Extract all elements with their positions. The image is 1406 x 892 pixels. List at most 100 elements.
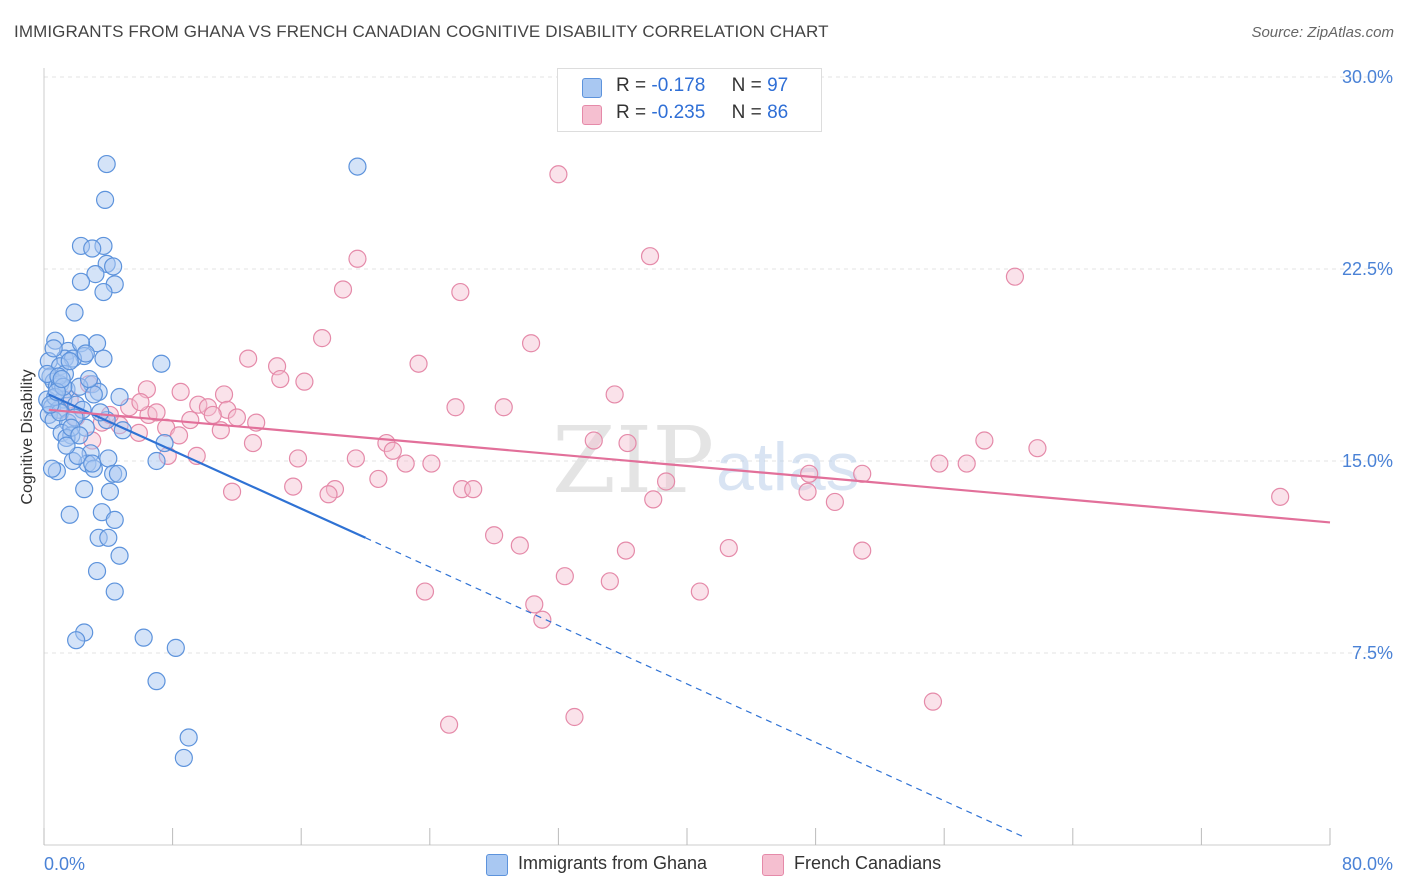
data-point-french-canadians (222, 482, 242, 501)
data-point-french-canadians (521, 334, 541, 353)
data-point-french-canadians (319, 485, 338, 504)
data-point-french-canadians (295, 372, 314, 391)
data-point-french-canadians (1005, 267, 1025, 286)
y-tick-label: 15.0% (1342, 451, 1393, 471)
data-point-french-canadians (549, 165, 568, 184)
y-tick-label: 7.5% (1352, 643, 1393, 663)
trend-line-french-canadians (48, 408, 1331, 524)
data-point-french-canadians (957, 454, 976, 473)
bottom-legend-swatch-ghana (486, 854, 508, 876)
data-point-french-canadians (214, 385, 234, 404)
legend-r-label: R = (616, 102, 647, 123)
data-point-french-canadians (169, 426, 189, 445)
data-point-french-canadians (203, 405, 222, 425)
data-point-french-canadians (600, 572, 619, 591)
data-point-french-canadians (284, 477, 303, 496)
data-point-ghana (76, 344, 95, 363)
data-point-ghana (174, 748, 193, 768)
tick-labels: 7.5% 15.0% 22.5% 30.0% 0.0% 80.0% (44, 67, 1393, 874)
source-label: Source: ZipAtlas.com (1251, 24, 1394, 41)
data-point-ghana (110, 387, 129, 407)
data-point-ghana (86, 265, 105, 284)
data-point-french-canadians (930, 454, 949, 473)
data-point-ghana (87, 561, 107, 581)
series-french-canadians (50, 80, 1290, 734)
data-point-ghana (75, 480, 94, 499)
data-point-ghana (44, 339, 63, 358)
data-point-french-canadians (396, 454, 415, 473)
data-point-french-canadians (243, 433, 263, 453)
data-point-ghana (152, 354, 171, 373)
data-point-ghana (42, 459, 62, 478)
data-point-french-canadians (227, 408, 246, 427)
data-point-ghana (79, 369, 99, 389)
x-tick-label-min: 0.0% (44, 854, 85, 874)
bottom-legend-label-ghana: Immigrants from Ghana (518, 853, 708, 873)
data-point-french-canadians (923, 692, 943, 711)
legend-n-label: N = (731, 75, 762, 96)
data-point-french-canadians (239, 349, 258, 368)
series-immigrants-from-ghana (38, 154, 367, 768)
data-point-french-canadians (147, 403, 166, 422)
data-point-ghana (65, 303, 84, 322)
legend-r-label: R = (616, 75, 647, 96)
data-point-ghana (110, 546, 129, 565)
data-point-ghana (70, 426, 89, 445)
data-point-french-canadians (1028, 439, 1047, 458)
data-point-ghana (99, 528, 118, 547)
data-point-ghana (60, 505, 79, 524)
data-point-ghana (60, 352, 79, 371)
data-point-french-canadians (333, 280, 353, 299)
y-tick-label: 30.0% (1342, 67, 1393, 87)
data-point-ghana (179, 728, 198, 747)
x-tick-label-max: 80.0% (1342, 854, 1393, 874)
data-point-french-canadians (510, 536, 529, 555)
data-point-french-canadians (644, 490, 663, 509)
trend-line-ghana-extrapolated (365, 537, 1025, 838)
data-point-french-canadians (618, 433, 637, 453)
data-point-french-canadians (719, 538, 738, 558)
data-point-ghana (147, 451, 166, 471)
data-point-ghana (57, 436, 76, 455)
data-point-french-canadians (271, 369, 290, 389)
data-point-ghana (108, 464, 128, 483)
legend-swatch-ghana (582, 78, 602, 98)
legend-r-value-ghana: -0.178 (651, 75, 706, 96)
data-point-french-canadians (798, 482, 817, 501)
legend-n-value-french-canadians: 86 (767, 102, 789, 123)
data-point-french-canadians (451, 282, 470, 302)
data-point-french-canadians (288, 449, 308, 468)
y-tick-label: 22.5% (1342, 259, 1393, 279)
data-point-french-canadians (348, 249, 367, 268)
data-point-ghana (94, 349, 113, 368)
axes (43, 68, 1331, 846)
data-point-french-canadians (369, 469, 388, 489)
data-point-french-canadians (657, 472, 676, 491)
legend-n-label: N = (731, 102, 762, 123)
data-point-french-canadians (525, 595, 544, 614)
data-point-french-canadians (616, 541, 636, 560)
data-point-ghana (52, 369, 71, 389)
data-point-ghana (104, 257, 123, 276)
data-point-ghana (68, 446, 87, 465)
data-point-french-canadians (690, 582, 709, 601)
data-point-ghana (67, 631, 86, 650)
data-point-french-canadians (494, 398, 513, 417)
data-point-french-canadians (181, 410, 200, 430)
correlation-legend: R = -0.178 N = 97 R = -0.235 N = 86 (557, 68, 822, 132)
trend-lines (48, 393, 1331, 838)
legend-n-value-ghana: 97 (767, 75, 789, 96)
data-point-french-canadians (975, 431, 994, 450)
data-point-ghana (134, 628, 153, 647)
data-point-french-canadians (131, 393, 150, 412)
data-point-french-canadians (853, 541, 872, 560)
data-point-french-canadians (565, 707, 584, 727)
bottom-legend-swatch-french-canadians (762, 854, 784, 876)
data-point-french-canadians (383, 441, 402, 460)
data-point-ghana (94, 282, 113, 302)
data-point-french-canadians (346, 449, 365, 468)
data-point-french-canadians (439, 715, 459, 734)
data-point-ghana (166, 638, 185, 657)
bottom-legend-label-french-canadians: French Canadians (794, 853, 942, 873)
